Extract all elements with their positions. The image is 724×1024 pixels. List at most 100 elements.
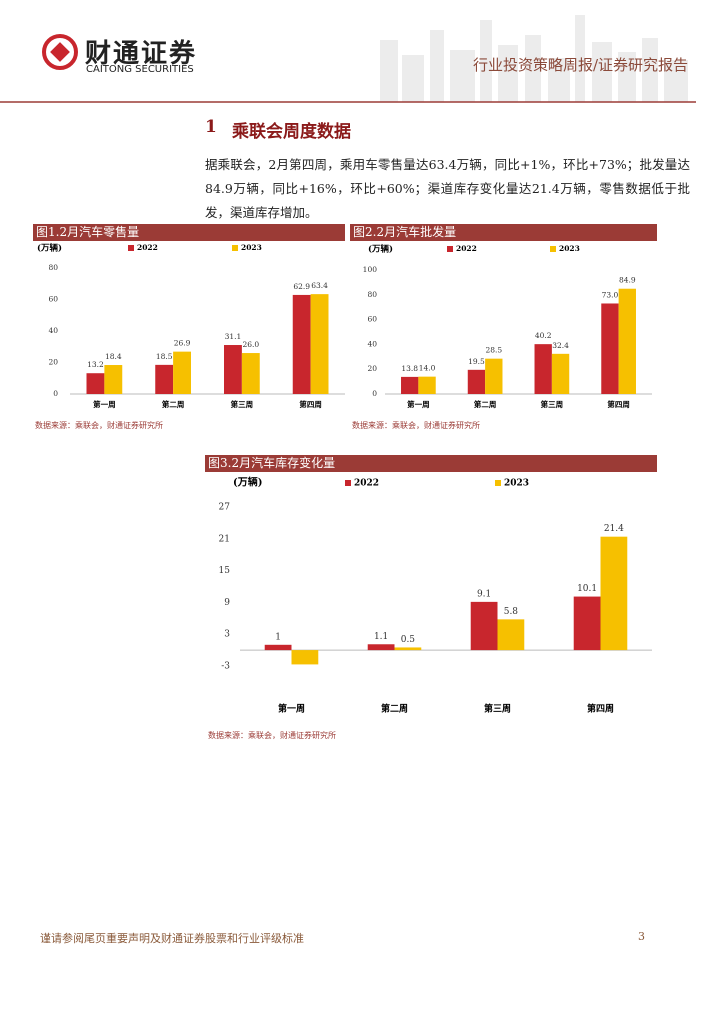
x-tick-label: 第四周 [587, 703, 614, 715]
logo-text: 财通证券 [85, 39, 198, 69]
legend-swatch [128, 245, 134, 251]
source-note: 数据来源：乘联会，财通证券研究所 [208, 731, 336, 740]
legend-label: 2022 [137, 243, 158, 252]
bar [86, 373, 105, 394]
x-tick-label: 第一周 [93, 399, 116, 409]
bar [224, 345, 242, 394]
bar [104, 365, 123, 394]
bar [401, 376, 419, 394]
x-tick-label: 第三周 [231, 399, 254, 409]
bar [600, 536, 628, 651]
unit-label: (万辆) [233, 476, 262, 489]
header-graphics [0, 15, 696, 103]
data-label: 28.5 [485, 346, 502, 355]
chart-title: 图3.2月汽车库存变化量 [205, 455, 657, 472]
legend-label: 2022 [354, 479, 379, 489]
bar [291, 650, 319, 665]
legend-swatch [345, 480, 351, 486]
legend-label: 2022 [456, 244, 477, 253]
y-tick-label: 27 [219, 503, 231, 513]
data-label: 62.9 [293, 282, 310, 291]
bar [601, 303, 619, 394]
data-label: 31.1 [225, 332, 242, 341]
source-note: 数据来源：乘联会，财通证券研究所 [352, 421, 480, 430]
legend-label: 2023 [241, 243, 262, 252]
legend-swatch [447, 246, 453, 252]
data-label: 63.4 [311, 281, 328, 290]
bar [497, 619, 525, 651]
data-label: 9.1 [477, 589, 491, 599]
x-tick-label: 第二周 [162, 399, 185, 409]
skyline [380, 15, 688, 102]
data-label: 19.5 [468, 357, 485, 366]
unit-label: (万辆) [368, 244, 393, 255]
data-label: 14.0 [419, 364, 436, 373]
data-label: 1 [275, 632, 281, 642]
legend-label: 2023 [559, 244, 580, 253]
bar [173, 351, 191, 394]
y-tick-label: 0 [53, 389, 58, 398]
chart-title: 图2.2月汽车批发量 [350, 224, 657, 241]
legend-swatch [232, 245, 238, 251]
bar [534, 344, 552, 394]
y-tick-label: 100 [363, 265, 378, 274]
bar [418, 376, 436, 394]
footer-disclaimer: 谨请参阅尾页重要声明及财通证券股票和行业评级标准 [40, 932, 304, 945]
bar [551, 353, 570, 394]
x-tick-label: 第一周 [407, 399, 430, 409]
data-label: 26.9 [174, 339, 191, 348]
source-note: 数据来源：乘联会，财通证券研究所 [35, 421, 163, 430]
y-tick-label: 40 [367, 339, 377, 348]
bar [292, 294, 311, 394]
data-label: 18.5 [156, 352, 173, 361]
data-label: 40.2 [535, 331, 552, 340]
x-tick-label: 第二周 [381, 703, 408, 715]
bar [485, 358, 503, 394]
data-label: 26.0 [242, 340, 259, 349]
y-tick-label: 15 [219, 566, 231, 576]
logo-subtext: CAITONG SECURITIES [86, 64, 194, 75]
data-label: 13.8 [401, 364, 418, 373]
y-tick-label: 80 [48, 263, 58, 272]
y-tick-label: -3 [221, 662, 230, 672]
legend-swatch [495, 480, 501, 486]
bar [264, 644, 292, 651]
page-number: 3 [638, 930, 645, 943]
data-label: 21.4 [604, 524, 624, 534]
data-label: 1.1 [374, 632, 388, 642]
bar [394, 647, 422, 651]
data-label: 73.0 [602, 290, 619, 299]
bar [241, 353, 260, 394]
y-tick-label: 0 [372, 389, 377, 398]
y-tick-label: 20 [48, 358, 58, 367]
y-tick-label: 9 [224, 598, 230, 608]
section-number: 1 [205, 117, 217, 137]
y-tick-label: 60 [48, 295, 58, 304]
x-tick-label: 第四周 [607, 399, 630, 409]
bar [467, 369, 486, 394]
bar [470, 601, 498, 651]
bar [573, 596, 601, 651]
data-label: 5.8 [504, 607, 519, 617]
section-title: 乘联会周度数据 [232, 122, 351, 142]
x-tick-label: 第四周 [299, 399, 322, 409]
x-tick-label: 第三周 [541, 399, 564, 409]
y-tick-label: 3 [224, 630, 230, 640]
y-tick-label: 40 [48, 326, 58, 335]
y-tick-label: 21 [219, 534, 230, 544]
data-label: 84.9 [619, 276, 636, 285]
bar [367, 644, 395, 651]
x-tick-label: 第一周 [278, 703, 305, 715]
report-type: 行业投资策略周报/证券研究报告 [472, 56, 688, 74]
unit-label: (万辆) [37, 243, 62, 254]
paragraph: 据乘联会，2月第四周，乘用车零售量达63.4万辆，同比+1%，环比+73%；批发… [205, 157, 690, 220]
x-tick-label: 第二周 [474, 399, 497, 409]
bar [618, 288, 636, 394]
data-label: 0.5 [401, 635, 416, 645]
y-tick-label: 60 [367, 315, 377, 324]
legend-swatch [550, 246, 556, 252]
bar [155, 364, 174, 394]
data-label: 13.2 [87, 360, 104, 369]
